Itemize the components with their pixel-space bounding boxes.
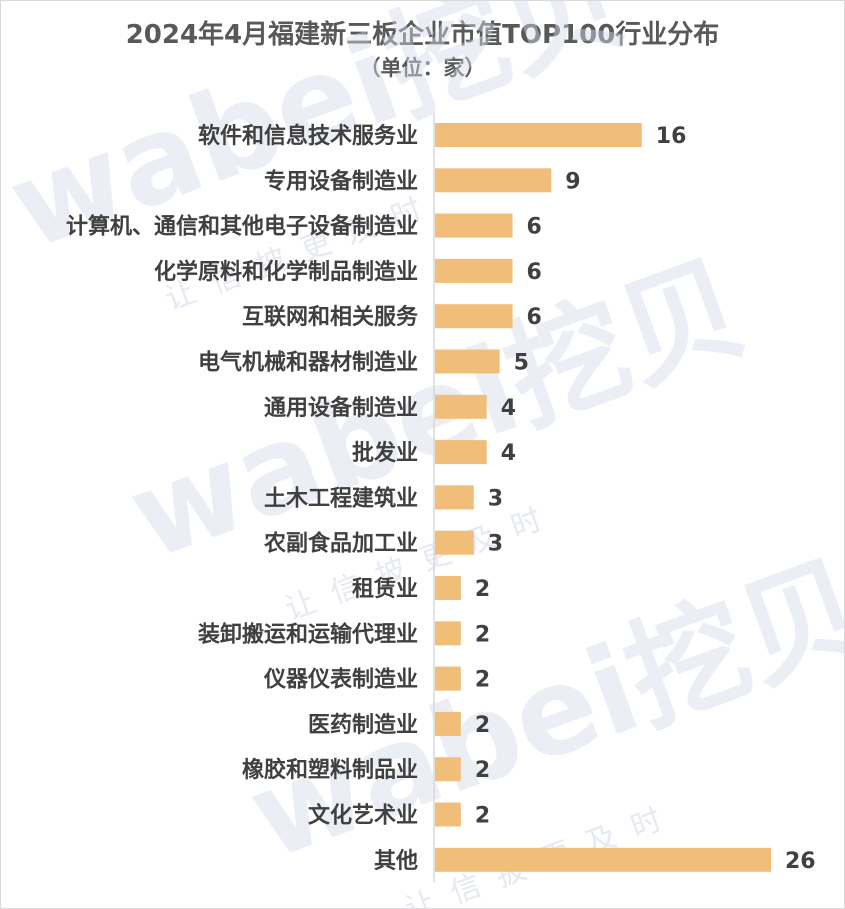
data-label: 3 xyxy=(488,532,503,557)
category-label: 农副食品加工业 xyxy=(263,531,418,557)
bar xyxy=(435,258,513,283)
category-label: 软件和信息技术服务业 xyxy=(198,123,418,149)
data-label: 4 xyxy=(501,396,516,421)
bar xyxy=(435,485,474,510)
data-label: 2 xyxy=(475,713,490,738)
category-label: 文化艺术业 xyxy=(308,803,418,829)
data-label: 26 xyxy=(785,849,816,874)
data-label: 2 xyxy=(475,804,490,829)
category-label: 专用设备制造业 xyxy=(264,168,418,194)
bar xyxy=(435,123,642,147)
category-label: 橡胶和塑料制品业 xyxy=(242,757,418,783)
bar xyxy=(435,530,474,555)
bar xyxy=(435,440,487,465)
data-label: 6 xyxy=(527,305,542,330)
data-label: 5 xyxy=(514,351,529,376)
category-label: 化学原料和化学制品制造业 xyxy=(154,259,418,285)
category-label: 通用设备制造业 xyxy=(264,395,418,421)
bar xyxy=(435,349,500,374)
bar xyxy=(435,621,461,646)
category-label: 仪器仪表制造业 xyxy=(263,668,418,693)
data-label: 9 xyxy=(565,169,580,194)
data-label: 3 xyxy=(488,486,503,511)
bar xyxy=(435,757,461,782)
data-label: 2 xyxy=(475,622,490,647)
bar xyxy=(435,304,513,329)
category-label: 电气机械和器材制造业 xyxy=(198,350,418,376)
category-label: 装卸搬运和运输代理业 xyxy=(198,621,418,647)
data-label: 4 xyxy=(501,441,516,466)
data-label: 2 xyxy=(475,668,490,693)
bar xyxy=(435,213,513,238)
chart-title: 2024年4月福建新三板企业市值TOP100行业分布 xyxy=(125,20,720,50)
data-label: 6 xyxy=(527,260,542,285)
bar xyxy=(435,802,461,827)
category-label: 其他 xyxy=(374,849,418,874)
bar xyxy=(435,666,461,691)
category-label: 互联网和相关服务 xyxy=(242,305,419,330)
bar xyxy=(435,394,487,419)
data-label: 6 xyxy=(527,215,542,240)
data-label: 16 xyxy=(656,124,687,149)
category-label: 租赁业 xyxy=(352,577,418,602)
bar xyxy=(435,168,552,193)
bar xyxy=(435,711,461,736)
bar xyxy=(435,847,771,872)
bar xyxy=(435,576,461,600)
chart-subtitle: （单位：家） xyxy=(359,56,486,80)
category-label: 医药制造业 xyxy=(308,713,418,738)
category-label: 计算机、通信和其他电子设备制造业 xyxy=(66,214,418,240)
category-label: 批发业 xyxy=(352,440,418,466)
data-label: 2 xyxy=(475,577,490,602)
data-label: 2 xyxy=(475,758,490,783)
category-label: 土木工程建筑业 xyxy=(264,485,418,511)
